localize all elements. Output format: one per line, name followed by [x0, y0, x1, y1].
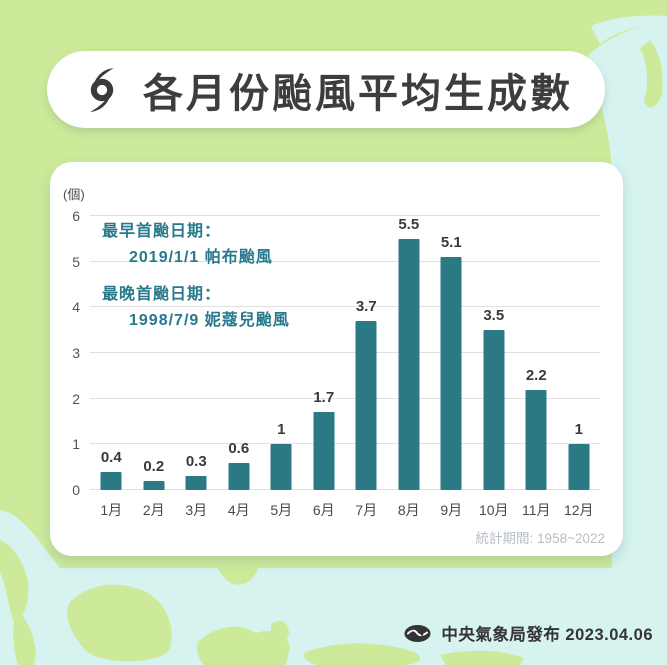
- bars-container: 0.4 0.2 0.3 0.6 1 1.7 3.7 5.5 5.1 3.5 2.2 1: [90, 216, 600, 490]
- annotation-2-value: 1998/7/9 妮蔻兒颱風: [129, 312, 290, 329]
- page-title: 各月份颱風平均生成數: [143, 71, 573, 116]
- bar-slot-2月: 0.2: [133, 216, 176, 490]
- bar-value-label-3月: 0.3: [185, 453, 207, 471]
- island-shape: [0, 540, 29, 624]
- y-tick-label-0: 0: [72, 482, 80, 498]
- publisher-text: 中央氣象局發布 2023.04.06: [441, 626, 653, 644]
- annotation-1-label: 最早首颱日期：: [102, 223, 222, 240]
- annotation-block: 最早首颱日期： 2019/1/1 帕布颱風最晚首颱日期： 1998/7/9 妮蔻兒颱…: [102, 219, 290, 345]
- plot-area: 0 1 2 3 4 5 6 0.4 0.2 0.3 0.6 1 1.7 3.7 5.5 5.1 3.5 2.2 1: [72, 209, 600, 497]
- bar-value-label-1月: 0.4: [100, 448, 122, 466]
- typhoon-icon: [90, 67, 114, 112]
- y-tick-label-5: 5: [72, 253, 80, 270]
- x-tick-label-9月: 9月: [440, 502, 463, 518]
- bar-2月: [143, 480, 165, 490]
- bar-value-label-2月: 0.2: [143, 457, 165, 475]
- bar-12月: [568, 444, 590, 490]
- x-tick-label-6月: 6月: [312, 502, 335, 518]
- annotation-2: 最晚首颱日期： 1998/7/9 妮蔻兒颱風: [102, 282, 290, 334]
- y-tick-label-1: 1: [72, 436, 80, 453]
- y-axis-unit-label: (個): [63, 187, 85, 202]
- gridline-y1: [90, 443, 600, 445]
- bar-3月: [185, 476, 207, 490]
- bar-8月: [398, 238, 420, 490]
- bar-6月: [313, 412, 335, 490]
- footer: 中央氣象局發布 2023.04.06: [404, 621, 653, 645]
- island-shape: [303, 643, 421, 665]
- gridline-y0: [90, 489, 600, 490]
- bar-value-label-12月: 1: [574, 421, 583, 439]
- island-shape: [13, 610, 36, 665]
- bar-slot-1月: 0.4: [90, 216, 133, 490]
- bar-5月: [270, 444, 292, 490]
- y-tick-label-2: 2: [72, 390, 80, 407]
- bar-4月: [228, 462, 250, 490]
- bar-11月: [525, 389, 547, 490]
- x-tick-label-2月: 2月: [142, 502, 165, 518]
- chart-card: (個) 0 1 2 3 4 5 6 0.4 0.2 0.3 0.6 1 1.7 3.7 5.5 5.1 3.5 2…: [50, 162, 623, 556]
- x-axis-labels: 1月 2月 3月 4月 5月 6月 7月 8月 9月 10月 11月 12月: [90, 500, 600, 520]
- x-tick-label-12月: 12月: [563, 502, 594, 518]
- x-tick-label-11月: 11月: [521, 502, 551, 518]
- bar-value-label-6月: 1.7: [313, 389, 335, 407]
- gridline-y3: [90, 352, 600, 353]
- statistics-period-note: 統計期間: 1958~2022: [475, 531, 605, 546]
- gridline-y5: [90, 260, 600, 262]
- island-shape: [196, 626, 290, 665]
- bar-value-label-11月: 2.2: [525, 366, 547, 384]
- y-tick-label-4: 4: [72, 299, 80, 316]
- x-tick-label-5月: 5月: [270, 502, 293, 518]
- bar-slot-11月: 2.2: [515, 216, 558, 490]
- bar-value-label-9月: 5.1: [440, 234, 462, 252]
- y-tick-label-6: 6: [72, 208, 80, 224]
- annotation-1: 最早首颱日期： 2019/1/1 帕布颱風: [102, 219, 290, 271]
- bar-slot-9月: 5.1: [430, 216, 473, 490]
- island-shape: [67, 584, 172, 662]
- gridline-y4: [90, 306, 600, 308]
- bar-7月: [355, 321, 377, 490]
- bar-value-label-5月: 1: [277, 421, 286, 439]
- bar-10月: [483, 330, 505, 490]
- bar-1月: [100, 471, 122, 490]
- bar-slot-8月: 5.5: [388, 216, 431, 490]
- bar-slot-12月: 1: [558, 216, 601, 490]
- x-tick-label-4月: 4月: [227, 502, 250, 518]
- bar-slot-4月: 0.6: [218, 216, 261, 490]
- bar-value-label-7月: 3.7: [355, 298, 377, 316]
- bar-slot-5月: 1: [260, 216, 303, 490]
- x-tick-label-10月: 10月: [478, 502, 509, 518]
- bar-9月: [440, 257, 462, 490]
- x-tick-label-1月: 1月: [100, 502, 123, 518]
- gridline-y2: [90, 397, 600, 399]
- x-tick-label-7月: 7月: [355, 502, 378, 518]
- y-tick-label-3: 3: [72, 345, 80, 361]
- annotation-2-label: 最晚首颱日期：: [102, 286, 222, 303]
- bar-slot-10月: 3.5: [473, 216, 516, 490]
- bar-slot-3月: 0.3: [175, 216, 218, 490]
- x-tick-label-8月: 8月: [397, 502, 420, 518]
- bar-slot-7月: 3.7: [345, 216, 388, 490]
- island-shape: [440, 650, 524, 665]
- bar-slot-6月: 1.7: [303, 216, 346, 490]
- annotation-1-value: 2019/1/1 帕布颱風: [129, 249, 273, 266]
- bar-value-label-10月: 3.5: [483, 307, 505, 325]
- x-tick-label-3月: 3月: [185, 502, 208, 518]
- island-shape: [271, 620, 289, 646]
- cwb-logo-icon: [404, 624, 431, 642]
- title-banner: 各月份颱風平均生成數: [47, 51, 605, 128]
- gridline-y6: [90, 215, 600, 216]
- bar-value-label-4月: 0.6: [228, 439, 250, 457]
- island-shape: [218, 548, 260, 585]
- bar-value-label-8月: 5.5: [398, 215, 420, 233]
